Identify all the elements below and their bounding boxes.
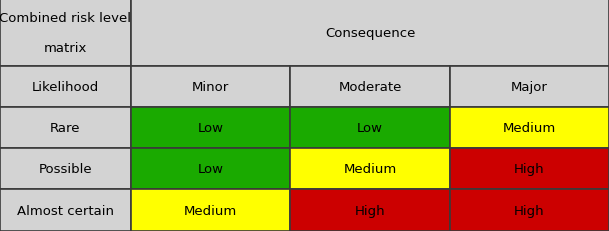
Text: Consequence: Consequence: [325, 27, 415, 40]
Text: Possible: Possible: [38, 163, 93, 176]
Text: Medium: Medium: [343, 163, 396, 176]
Bar: [131, 149, 290, 190]
Text: Combined risk level

matrix: Combined risk level matrix: [0, 12, 132, 55]
Bar: [131, 190, 290, 231]
Bar: [0, 67, 131, 107]
Bar: [0, 0, 131, 67]
Text: Moderate: Moderate: [338, 81, 402, 94]
Text: High: High: [354, 204, 385, 217]
Text: Minor: Minor: [192, 81, 229, 94]
Text: Almost certain: Almost certain: [17, 204, 114, 217]
Bar: [290, 149, 449, 190]
Bar: [290, 67, 449, 107]
Bar: [131, 67, 290, 107]
Text: High: High: [514, 163, 544, 176]
Bar: [0, 107, 131, 149]
Text: Medium: Medium: [502, 122, 556, 134]
Bar: [290, 190, 449, 231]
Text: High: High: [514, 204, 544, 217]
Text: Low: Low: [357, 122, 383, 134]
Text: Medium: Medium: [184, 204, 238, 217]
Bar: [449, 190, 609, 231]
Bar: [131, 107, 290, 149]
Bar: [449, 67, 609, 107]
Text: Major: Major: [511, 81, 547, 94]
Text: Low: Low: [197, 163, 224, 176]
Text: Likelihood: Likelihood: [32, 81, 99, 94]
Bar: [131, 0, 609, 67]
Text: Rare: Rare: [50, 122, 81, 134]
Bar: [0, 190, 131, 231]
Bar: [449, 107, 609, 149]
Text: Low: Low: [197, 122, 224, 134]
Bar: [0, 149, 131, 190]
Bar: [449, 149, 609, 190]
Bar: [290, 107, 449, 149]
